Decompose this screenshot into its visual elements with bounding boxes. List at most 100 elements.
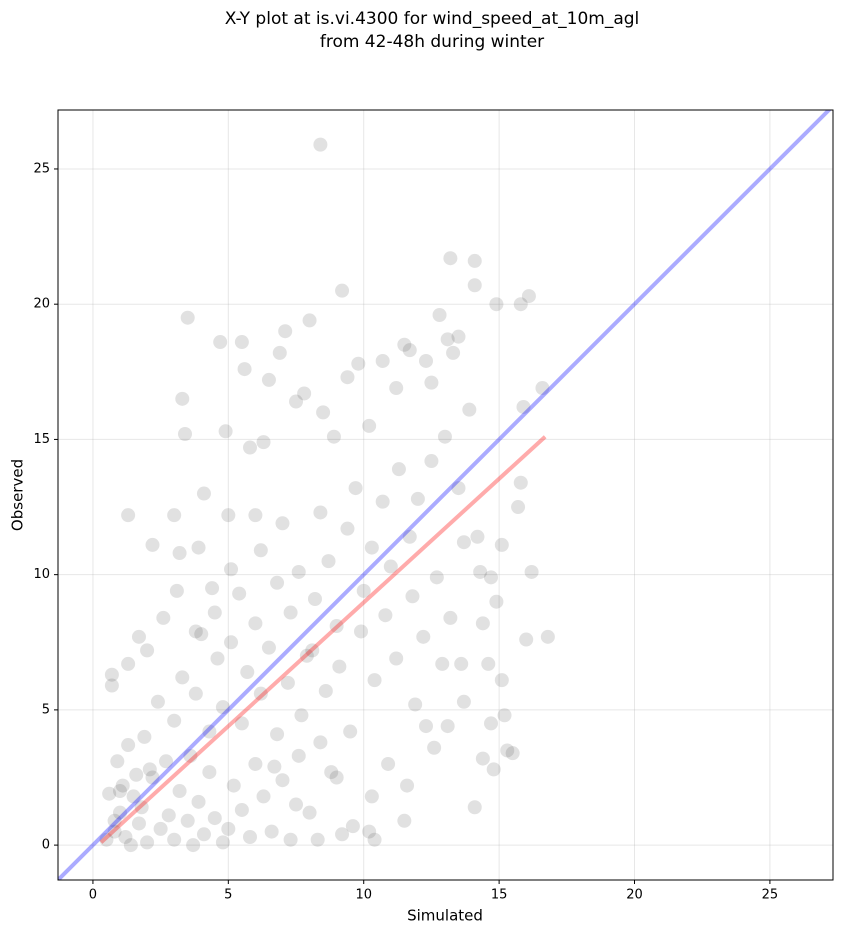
scatter-point (278, 324, 293, 339)
scatter-point (348, 481, 363, 496)
scatter-point (451, 481, 466, 496)
scatter-point (134, 800, 149, 815)
scatter-point (232, 586, 247, 601)
scatter-point (519, 632, 534, 647)
scatter-point (475, 616, 490, 631)
scatter-point (467, 278, 482, 293)
scatter-point (410, 491, 425, 506)
scatter-point (367, 673, 382, 688)
y-tick-label: 0 (42, 838, 50, 853)
scatter-point (375, 494, 390, 509)
scatter-point (489, 594, 504, 609)
scatter-point (307, 591, 322, 606)
scatter-point (226, 778, 241, 793)
scatter-point (440, 332, 455, 347)
scatter-point (172, 784, 187, 799)
scatter-point (497, 708, 512, 723)
scatter-point (113, 805, 128, 820)
scatter-point (180, 813, 195, 828)
scatter-point (289, 797, 304, 812)
scatter-point (362, 824, 377, 839)
scatter-point (256, 789, 271, 804)
scatter-point (202, 724, 217, 739)
scatter-point (367, 832, 382, 847)
scatter-point (113, 784, 128, 799)
scatter-point (280, 675, 295, 690)
scatter-point (159, 754, 174, 769)
scatter-point (432, 308, 447, 323)
scatter-point (462, 402, 477, 417)
scatter-point (443, 251, 458, 266)
scatter-point (224, 562, 239, 577)
scatter-point (316, 405, 331, 420)
scatter-point (513, 297, 528, 312)
scatter-point (261, 372, 276, 387)
scatter-point (142, 762, 157, 777)
x-tick-label: 0 (89, 888, 97, 903)
scatter-point (107, 813, 122, 828)
scatter-point (521, 289, 536, 304)
scatter-point (196, 486, 211, 501)
scatter-point (202, 765, 217, 780)
scatter-point (419, 353, 434, 368)
scatter-point (234, 802, 249, 817)
scatter-point (335, 283, 350, 298)
scatter-point (483, 716, 498, 731)
scatter-point (191, 540, 206, 555)
scatter-point (511, 500, 526, 515)
scatter-point (283, 605, 298, 620)
y-axis-label: Observed (9, 459, 27, 531)
scatter-point (483, 570, 498, 585)
scatter-point (302, 805, 317, 820)
scatter-point (408, 697, 423, 712)
scatter-point (183, 748, 198, 763)
scatter-point (416, 629, 431, 644)
scatter-point (248, 508, 263, 523)
y-tick-label: 10 (33, 567, 50, 582)
scatter-point (240, 665, 255, 680)
scatter-point (129, 767, 144, 782)
scatter-point (473, 564, 488, 579)
scatter-point (178, 427, 193, 442)
y-tick-label: 20 (33, 297, 50, 312)
scatter-point (291, 564, 306, 579)
scatter-point (267, 759, 282, 774)
scatter-point (196, 827, 211, 842)
scatter-point (270, 727, 285, 742)
scatter-point (256, 435, 271, 450)
scatter-point (402, 529, 417, 544)
scatter-point (234, 335, 249, 350)
scatter-point (429, 570, 444, 585)
scatter-point (389, 651, 404, 666)
scatter-point (169, 583, 184, 598)
scatter-point (364, 540, 379, 555)
scatter-point (446, 345, 461, 360)
grid (58, 110, 833, 880)
scatter-point (400, 778, 415, 793)
scatter-point (237, 362, 252, 377)
scatter-point (326, 429, 341, 444)
scatter-point (313, 735, 328, 750)
scatter-point (343, 724, 358, 739)
scatter-point (242, 829, 257, 844)
scatter-point (121, 508, 136, 523)
scatter-point (186, 838, 201, 853)
scatter-point (188, 624, 203, 639)
scatter-point (188, 686, 203, 701)
scatter-point (435, 656, 450, 671)
scatter-point (302, 313, 317, 328)
x-tick-label: 20 (626, 888, 643, 903)
scatter-point (123, 838, 138, 853)
scatter-point (107, 824, 122, 839)
scatter-point (362, 418, 377, 433)
plot-area (58, 110, 832, 880)
scatter-point (104, 667, 119, 682)
scatter-point (310, 832, 325, 847)
scatter-point (264, 824, 279, 839)
scatter-point (340, 521, 355, 536)
scatter-point (397, 813, 412, 828)
scatter-point (215, 700, 230, 715)
scatter-point (167, 832, 182, 847)
reference-line (58, 110, 832, 880)
scatter-point (167, 713, 182, 728)
